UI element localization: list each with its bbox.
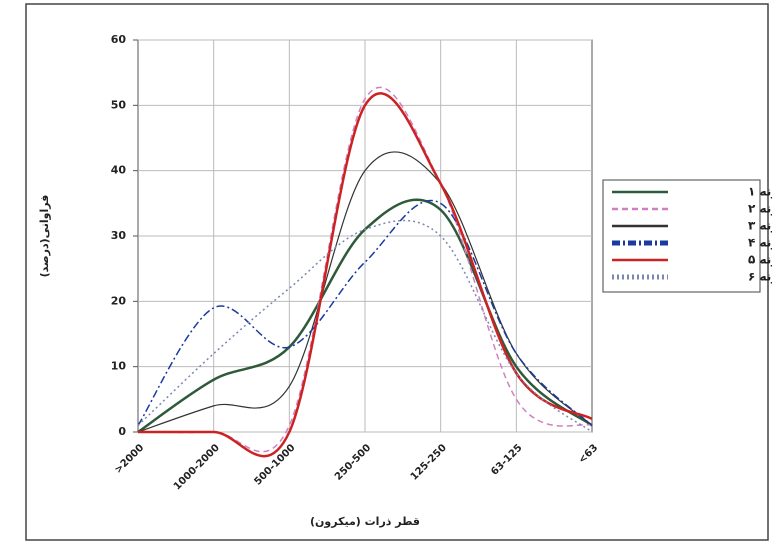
series-line xyxy=(137,86,593,453)
y-tick-label: 20 xyxy=(111,294,127,307)
series-line xyxy=(137,199,593,427)
y-tick-label: 60 xyxy=(111,33,127,46)
legend-box xyxy=(602,179,761,293)
legend-label: نمونه ۶ xyxy=(748,270,772,285)
legend-label: نمونه ۳ xyxy=(748,219,772,234)
y-tick-label: 40 xyxy=(111,164,127,177)
y-tick-label: 0 xyxy=(118,425,126,438)
y-tick-label: 30 xyxy=(111,229,127,242)
legend-label: نمونه ۱ xyxy=(748,185,772,200)
series-line xyxy=(137,151,593,433)
legend-label: نمونه ۲ xyxy=(748,202,772,217)
legend-label: نمونه ۴ xyxy=(748,236,772,251)
series-line xyxy=(137,92,593,458)
y-tick-label: 50 xyxy=(111,98,127,111)
y-axis-label: فراوانی(درصد) xyxy=(38,195,51,278)
series-line xyxy=(137,219,593,433)
x-axis-label: قطر ذرات (میکرون) xyxy=(310,515,420,528)
y-tick-label: 10 xyxy=(111,360,127,373)
series-line xyxy=(137,198,593,434)
legend-label: نمونه ۵ xyxy=(748,253,772,268)
